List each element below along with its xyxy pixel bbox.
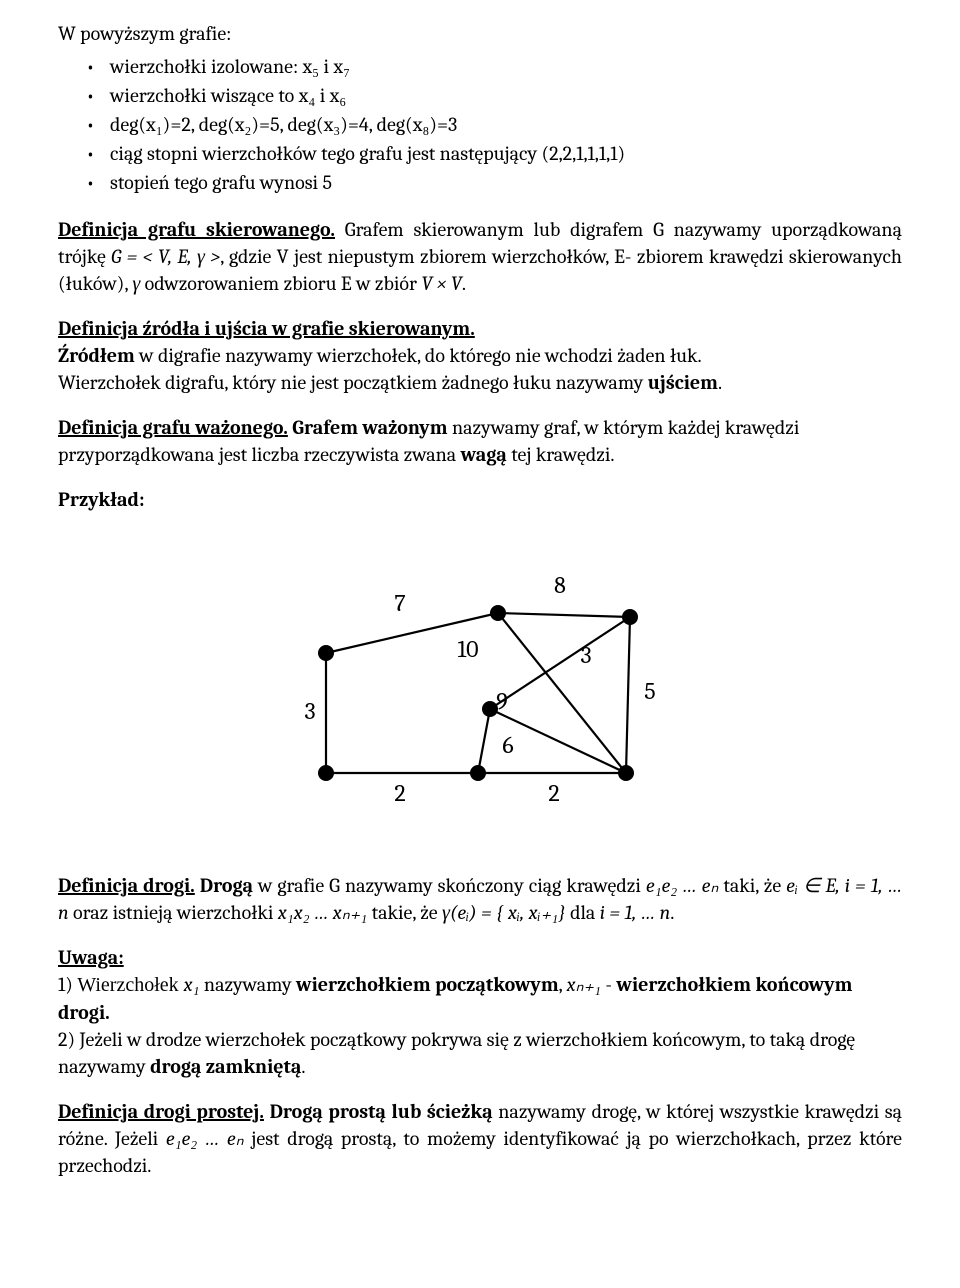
text: nazywamy [200, 973, 296, 996]
svg-text:5: 5 [644, 677, 655, 705]
list-item: stopień tego grafu wynosi 5 [58, 169, 902, 196]
example-label: Przykład: [58, 486, 902, 513]
text: 1) [58, 973, 77, 996]
def-title: Definicja drogi. [58, 874, 195, 897]
intro-line: W powyższym grafie: [58, 20, 902, 47]
math: x₁ [184, 973, 200, 996]
list-item: wierzchołki wiszące to x₄ i x₆ [58, 82, 902, 109]
bold: drogą zamkniętą [150, 1055, 301, 1078]
bold: Źródłem [58, 344, 135, 367]
uwaga-title: Uwaga: [58, 944, 902, 971]
math: i = 1, … n [600, 901, 671, 924]
svg-text:6: 6 [502, 731, 513, 759]
def-title: Definicja źródła i ujścia w grafie skier… [58, 317, 475, 340]
bold: Grafem ważonym [288, 416, 448, 439]
def-drogi: Definicja drogi. Drogą w grafie G nazywa… [58, 872, 902, 926]
bullet-list: wierzchołki izolowane: x₅ i x₇ wierzchoł… [58, 53, 902, 196]
bold: wierzchołkiem początkowym [296, 973, 559, 996]
upright: Wierzchołek [77, 974, 183, 996]
def-wazonego: Definicja grafu ważonego. Grafem ważonym… [58, 414, 902, 468]
bold: wagą [461, 443, 507, 466]
uwaga-block: Uwaga: 1) Wierzchołek x₁ nazywamy wierzc… [58, 944, 902, 1080]
text: w digrafie nazywamy wierzchołek, do któr… [135, 344, 702, 367]
svg-text:8: 8 [554, 571, 566, 599]
math: γ(eᵢ) = { xᵢ, xᵢ₊₁} [442, 901, 566, 924]
math: e₁e₂ … eₙ [646, 874, 718, 897]
list-item: deg(x₁)=2, deg(x₂)=5, deg(x₃)=4, deg(x₈)… [58, 111, 902, 138]
text: , [559, 973, 567, 996]
text: w grafie G nazywamy skończony ciąg krawę… [253, 874, 646, 897]
text: taki, że [718, 874, 786, 897]
def-title: Definicja grafu skierowanego. [58, 218, 335, 241]
list-item: ciąg stopni wierzchołków tego grafu jest… [58, 140, 902, 167]
text: - [601, 973, 616, 996]
text: . [462, 272, 466, 295]
bold: ujściem [648, 371, 718, 394]
bold: Drogą prostą lub ścieżką [264, 1100, 493, 1123]
list-item: wierzchołki izolowane: x₅ i x₇ [58, 53, 902, 80]
math: e₁e₂ … eₙ [166, 1127, 244, 1150]
text: odwzorowaniem zbioru E w zbiór [140, 272, 421, 295]
svg-text:10: 10 [457, 635, 478, 663]
math: G = < V, E, γ > [111, 245, 220, 268]
def-title: Definicja drogi prostej. [58, 1100, 264, 1123]
bold: Drogą [195, 874, 253, 897]
svg-text:7: 7 [394, 589, 405, 617]
svg-text:3: 3 [304, 697, 315, 725]
text: takie, że [367, 901, 442, 924]
svg-text:9: 9 [496, 687, 507, 715]
weighted-graph-figure: 7 8 5 2 2 3 10 3 9 6 [58, 541, 902, 828]
math: xₙ₊₁ [567, 973, 601, 996]
svg-text:2: 2 [394, 779, 405, 807]
text: . [718, 371, 722, 394]
svg-text:2: 2 [548, 779, 559, 807]
text: . [301, 1055, 305, 1078]
text: tej krawędzi. [507, 443, 615, 466]
math: x₁x₂ … xₙ₊₁ [278, 901, 367, 924]
text: Wierzchołek digrafu, który nie jest pocz… [58, 371, 648, 394]
text: dla [566, 901, 600, 924]
svg-text:3: 3 [580, 641, 591, 669]
text: oraz istnieją wierzchołki [69, 901, 278, 924]
def-skierowanego: Definicja grafu skierowanego. Grafem ski… [58, 216, 902, 297]
text: . [670, 901, 674, 924]
def-title: Definicja grafu ważonego. [58, 416, 288, 439]
def-zrodla: Definicja źródła i ujścia w grafie skier… [58, 315, 902, 396]
math: V × V [421, 272, 462, 295]
def-drogi-prostej: Definicja drogi prostej. Drogą prostą lu… [58, 1098, 902, 1179]
